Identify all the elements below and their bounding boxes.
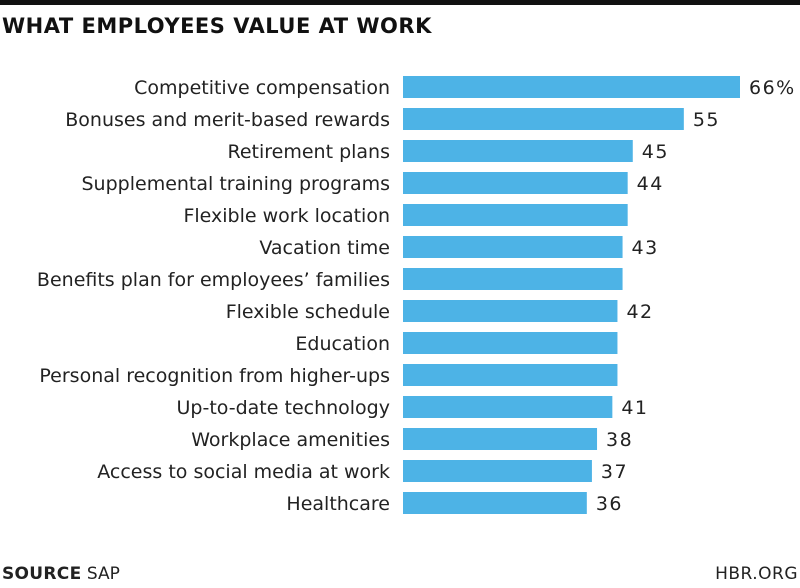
value-label-11: 38: [606, 429, 633, 451]
category-label-0: Competitive compensation: [134, 77, 390, 99]
bars-layer: Competitive compensation 66% Bonuses and m…: [37, 76, 796, 515]
value-label-1: 55: [693, 109, 720, 131]
value-label-12: 37: [601, 461, 628, 483]
category-label-9: Personal recognition from higher-ups: [39, 365, 390, 387]
category-label-3: Supplemental training programs: [82, 173, 391, 195]
bar-6: [403, 268, 623, 290]
brand-credit: HBR.ORG: [715, 564, 798, 584]
category-label-10: Up-to-date technology: [177, 397, 391, 419]
bar-5: [403, 236, 623, 258]
bar-10: [403, 396, 613, 418]
bar-7: [403, 300, 618, 322]
category-label-6: Benefits plan for employees’ families: [37, 269, 390, 291]
category-label-11: Workplace amenities: [191, 429, 390, 451]
source-label: SOURCE: [2, 564, 82, 584]
top-rule: [0, 0, 800, 5]
value-label-7: 42: [626, 301, 653, 323]
category-label-13: Healthcare: [286, 493, 390, 515]
chart-title: WHAT EMPLOYEES VALUE AT WORK: [2, 14, 432, 38]
bar-2: [403, 140, 633, 162]
category-label-5: Vacation time: [259, 237, 390, 259]
category-label-12: Access to social media at work: [97, 461, 390, 483]
category-label-7: Flexible schedule: [226, 301, 390, 323]
bar-13: [403, 492, 587, 514]
value-label-5: 43: [632, 237, 659, 259]
bar-1: [403, 108, 684, 130]
category-label-1: Bonuses and merit-based rewards: [65, 109, 390, 131]
value-label-13: 36: [596, 493, 623, 515]
source-note: SOURCE SAP: [2, 564, 120, 584]
category-label-8: Education: [295, 333, 390, 355]
bar-8: [403, 332, 618, 354]
bar-0: [403, 76, 740, 98]
value-label-0: 66%: [749, 77, 796, 99]
value-label-10: 41: [621, 397, 648, 419]
source-value: SAP: [86, 564, 120, 584]
value-label-2: 45: [642, 141, 669, 163]
bar-9: [403, 364, 618, 386]
category-label-4: Flexible work location: [183, 205, 390, 227]
bar-12: [403, 460, 592, 482]
bar-4: [403, 204, 628, 226]
value-label-3: 44: [637, 173, 664, 195]
bar-3: [403, 172, 628, 194]
category-label-2: Retirement plans: [227, 141, 390, 163]
bar-11: [403, 428, 598, 450]
